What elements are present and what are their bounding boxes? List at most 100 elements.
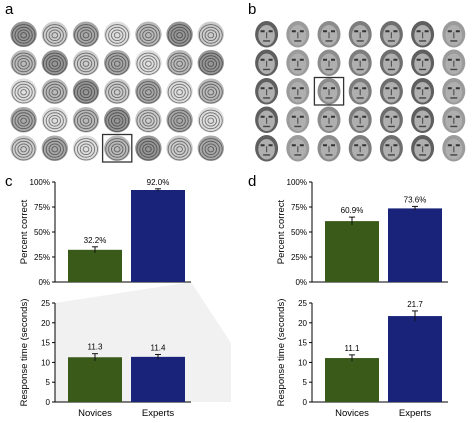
fingerprint-thumbnail (166, 21, 193, 48)
fingerprint-thumbnail (72, 135, 100, 162)
fingerprint-thumbnail (166, 49, 193, 76)
chart-response-time-faces: 0 5 10 15 20 25 Response time (seconds) 11.1 Nov… (276, 299, 448, 419)
face-thumbnail (379, 78, 403, 105)
fingerprint-thumbnail (41, 21, 68, 48)
face-thumbnail (411, 78, 435, 105)
fingerprint-thumbnail (135, 49, 162, 76)
y-tick-label: 100% (287, 178, 307, 187)
y-tick-label: 50% (291, 228, 307, 237)
face-thumbnail (255, 106, 279, 133)
fingerprint-thumbnail (72, 106, 100, 133)
face-thumbnail (411, 135, 435, 162)
bar-experts (131, 190, 185, 282)
fingerprint-thumbnail (72, 78, 100, 105)
face-thumbnail (379, 135, 403, 162)
bar-novices (325, 221, 379, 282)
panel-label-d: d (248, 173, 256, 190)
data-label: 73.6% (404, 195, 427, 204)
fingerprint-thumbnail (10, 78, 37, 105)
fingerprint-thumbnail (104, 135, 131, 162)
face-thumbnail (286, 135, 310, 162)
fingerprint-thumbnail (197, 78, 224, 105)
y-tick-label: 5 (303, 378, 308, 387)
face-thumbnail (317, 49, 341, 76)
bar-experts (131, 356, 185, 402)
face-thumbnail (442, 135, 466, 162)
data-label: 11.4 (151, 343, 167, 352)
face-thumbnail (317, 106, 341, 133)
fingerprint-thumbnail (41, 78, 68, 105)
data-label: 11.3 (88, 343, 104, 352)
face-thumbnail (442, 49, 466, 76)
y-tick-label: 0 (46, 398, 51, 407)
face-thumbnail (286, 78, 310, 105)
data-label: 92.0% (147, 178, 170, 187)
y-tick-label: 0% (295, 278, 307, 287)
face-thumbnail (379, 21, 403, 48)
fingerprint-thumbnail (135, 78, 162, 105)
fingerprint-thumbnail (41, 49, 68, 76)
face-thumbnail (348, 49, 372, 76)
highlight-box (313, 76, 345, 106)
data-label: 21.7 (407, 300, 423, 309)
bar-novices (68, 357, 122, 402)
face-thumbnail (317, 135, 341, 162)
fingerprint-thumbnail (135, 21, 162, 48)
fingerprint-thumbnail (104, 106, 131, 133)
highlight-box (101, 133, 133, 163)
face-thumbnail (255, 78, 279, 105)
face-thumbnail (348, 21, 372, 48)
fingerprint-thumbnail (10, 49, 37, 76)
fingerprint-thumbnail (197, 49, 224, 76)
y-tick-label: 25% (291, 253, 307, 262)
y-tick-label: 25 (41, 299, 50, 308)
face-thumbnail (379, 49, 403, 76)
fingerprint-thumbnail (166, 135, 193, 162)
x-category-label: Novices (78, 408, 112, 419)
y-tick-label: 75% (34, 203, 50, 212)
fingerprint-thumbnail (135, 106, 162, 133)
face-thumbnail (348, 135, 372, 162)
face-thumbnail (317, 21, 341, 48)
face-thumbnail (442, 106, 466, 133)
fingerprint-thumbnail (166, 78, 193, 105)
y-axis-label: Percent correct (276, 199, 287, 264)
face-thumbnail (286, 49, 310, 76)
face-thumbnail (411, 106, 435, 133)
face-thumbnail (411, 49, 435, 76)
fingerprint-thumbnail (10, 106, 37, 133)
fingerprint-thumbnail (104, 49, 131, 76)
y-tick-label: 10 (298, 358, 307, 367)
y-tick-label: 20 (298, 319, 307, 328)
fingerprint-thumbnail (104, 21, 131, 48)
fingerprint-thumbnail (104, 78, 131, 105)
face-thumbnail (286, 21, 310, 48)
y-tick-label: 100% (30, 178, 50, 187)
face-thumbnail (255, 21, 279, 48)
fingerprint-thumbnail (197, 106, 224, 133)
fingerprint-thumbnail (10, 135, 37, 162)
y-tick-label: 5 (46, 378, 51, 387)
chart-percent-correct-faces: 0% 25% 50% 75% 100% Percent correct 60.9% 73.6% (276, 178, 448, 287)
face-thumbnail (379, 106, 403, 133)
x-category-label: Experts (399, 408, 431, 419)
face-grid (255, 21, 466, 162)
data-label: 32.2% (84, 236, 107, 245)
data-label: 60.9% (341, 206, 364, 215)
face-thumbnail (442, 21, 466, 48)
fingerprint-thumbnail (197, 21, 224, 48)
fingerprint-thumbnail (166, 106, 193, 133)
fingerprint-thumbnail (72, 21, 100, 48)
y-tick-label: 75% (291, 203, 307, 212)
data-label: 11.1 (345, 344, 361, 353)
y-tick-label: 25 (298, 299, 307, 308)
y-axis-label: Response time (seconds) (276, 299, 287, 407)
fingerprint-grid (10, 21, 224, 163)
bar-novices (68, 249, 122, 282)
y-tick-label: 0% (38, 278, 50, 287)
y-tick-label: 0 (303, 398, 308, 407)
y-axis-label: Percent correct (19, 199, 30, 264)
x-category-label: Novices (335, 408, 369, 419)
fingerprint-thumbnail (197, 135, 224, 162)
